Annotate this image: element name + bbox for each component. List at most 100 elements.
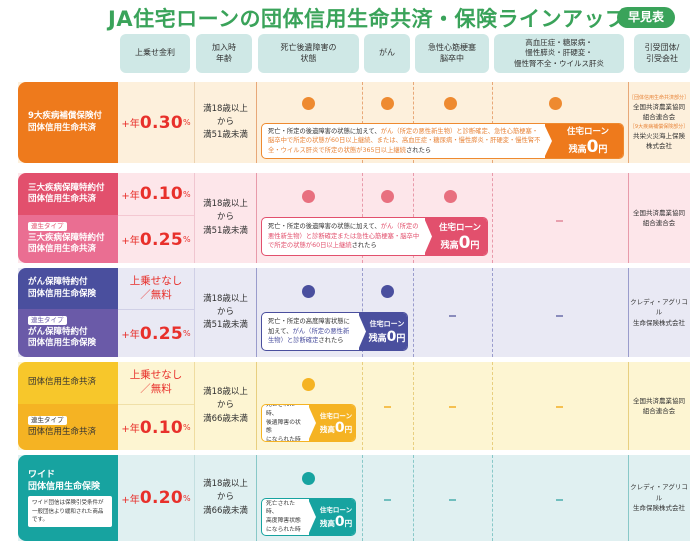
zero-label-yen: 円 (344, 425, 353, 434)
coverage-dot-chronic (549, 97, 562, 110)
product-name: ワイド 団体信用生命保険 (28, 469, 101, 493)
rate-unit: % (182, 329, 191, 338)
product-label-joint[interactable]: 連生タイプ がん保障特約付 団体信用生命保険 (18, 309, 118, 357)
not-covered-dash (556, 406, 563, 408)
company-name: 全国共済農業協同 組合連合会 (633, 208, 685, 227)
rate-prefix: +年 (121, 236, 140, 247)
condition-text: 死亡された時、 後遺障害の状態 になられた時 (266, 404, 301, 442)
zero-label-loan: 住宅ローン (566, 127, 610, 137)
condition-text: 死亡された時、 高度障害状態 になられた時 (266, 500, 301, 533)
condition-box: 死亡された時、 後遺障害の状態 になられた時 住宅ローン 残高0円 (261, 404, 356, 442)
product-label[interactable]: がん保障特約付 団体信用生命保険 (18, 268, 118, 309)
zero-label-yen: 円 (470, 240, 480, 251)
product-note: ワイド団信は保険引受条件が 一般団信より緩和された商品です。 (28, 496, 112, 528)
condition-plain: 死亡・所定の後遺障害の状態に加えて、 (268, 223, 381, 231)
age-range: 満18歳以上 から 満66歳未満 (194, 362, 256, 450)
company-name: クレディ・アグリコル 生命保険株式会社 (630, 297, 688, 327)
zero-balance-label: 住宅ローン 残高0円 (425, 218, 487, 255)
rate: +年 0.10% (118, 173, 194, 215)
joint-type-tag: 連生タイプ (28, 222, 67, 231)
rate: +年 0.10% (118, 404, 194, 450)
header-chronic: 高血圧症・糖尿病・ 慢性膵炎・肝硬変・ 慢性腎不全・ウイルス肝炎 (494, 34, 624, 73)
condition-plain: 死亡・所定の高度障害状態に加えて、 (268, 318, 350, 335)
product-name: 団体信用生命共済 (28, 426, 97, 437)
divider (362, 82, 363, 163)
company: ［団体信用生命共済部分］ 全国共済農業協同 組合連合会 ［9大疾病補償保険部分］… (628, 82, 690, 163)
divider (492, 268, 493, 357)
divider (256, 173, 257, 263)
divider (256, 82, 257, 163)
rate-prefix: +年 (121, 494, 140, 506)
rate-unit: % (182, 235, 191, 244)
not-covered-dash (384, 406, 391, 408)
rate: +年 0.25% (118, 215, 194, 263)
divider (256, 455, 257, 541)
not-covered-dash (384, 499, 391, 501)
not-covered-dash (556, 499, 563, 501)
divider (413, 455, 414, 541)
zero-label-prefix: 残高 (319, 425, 335, 434)
zero-label-zero: 0 (334, 514, 345, 530)
quick-reference-badge: 早見表 (617, 7, 675, 28)
company-tag: ［団体信用生命共済部分］ (628, 94, 689, 101)
zero-balance-label: 住宅ローン 残高0円 (309, 405, 355, 441)
rate: +年 0.30% (118, 82, 194, 163)
zero-label-zero: 0 (586, 137, 599, 157)
not-covered-dash (449, 499, 456, 501)
zero-label-zero: 0 (334, 420, 345, 436)
zero-label-loan: 住宅ローン (319, 506, 353, 514)
divider (492, 173, 493, 263)
not-covered-dash (449, 315, 456, 317)
divider (628, 455, 629, 541)
zero-label-prefix: 残高 (568, 145, 587, 155)
rate-value: 0.25 (139, 323, 183, 344)
product-label-joint[interactable]: 連生タイプ 三大疾病保障特約付 団体信用生命共済 (18, 215, 118, 263)
product-label-joint[interactable]: 連生タイプ 団体信用生命共済 (18, 404, 118, 450)
coverage-dot-heart (444, 97, 457, 110)
product-label[interactable]: 三大疾病保障特約付 団体信用生命共済 (18, 173, 118, 215)
condition-highlight: がん（所定の悪性新生物）と診断確定 (268, 327, 350, 345)
coverage-dot-cancer (381, 97, 394, 110)
divider (628, 82, 629, 163)
zero-label-yen: 円 (396, 333, 406, 344)
condition-text: 死亡・所定の後遺障害の状態に加えて、がん（所定の悪性新生物）と診断確定または急性… (262, 218, 425, 255)
coverage-dot-death (302, 378, 315, 391)
rate: +年 0.25% (118, 309, 194, 357)
product-label[interactable]: ワイド 団体信用生命保険 ワイド団信は保険引受条件が 一般団信より緩和された商品… (18, 455, 118, 541)
age-range: 満18歳以上 から 満51歳未満 (194, 268, 256, 357)
age-range: 満18歳以上 から 満66歳未満 (194, 455, 256, 541)
rate-unit: % (182, 118, 191, 127)
zero-label-yen: 円 (344, 519, 353, 528)
age-range: 満18歳以上 から 満51歳未満 (194, 173, 256, 263)
company-name: クレディ・アグリコル 生命保険株式会社 (630, 483, 688, 513)
not-covered-dash (556, 315, 563, 317)
product-name: がん保障特約付 団体信用生命保険 (28, 326, 97, 349)
company-name: 全国共済農業協同 組合連合会 (633, 102, 685, 122)
condition-box: 死亡・所定の後遺障害の状態に加えて、がん（所定の悪性新生物）と診断確定、急性心筋… (261, 123, 624, 159)
rate-value: 0.10 (139, 184, 183, 204)
joint-type-tag: 連生タイプ (28, 316, 67, 325)
product-row-wide: ワイド 団体信用生命保険 ワイド団信は保険引受条件が 一般団信より緩和された商品… (18, 455, 690, 541)
condition-box: 死亡・所定の高度障害状態に加えて、がん（所定の悪性新生物）と診断確定されたら 住… (261, 312, 408, 351)
product-name: 三大疾病保障特約付 団体信用生命共済 (28, 232, 105, 255)
zero-label-zero: 0 (458, 232, 471, 253)
header-company: 引受団体/ 引受会社 (634, 34, 690, 73)
product-row-9-diseases: 9大疾病補償保険付 団体信用生命共済 +年 0.30% 満18歳以上 から 満51… (18, 82, 690, 163)
divider (628, 362, 629, 450)
coverage-dot-cancer (381, 285, 394, 298)
product-label[interactable]: 団体信用生命共済 (18, 362, 118, 404)
zero-label-prefix: 残高 (319, 519, 335, 528)
rate-free: 上乗せなし ／無料 (129, 274, 183, 301)
product-label[interactable]: 9大疾病補償保険付 団体信用生命共済 (18, 82, 118, 163)
rate-value: 0.25 (139, 229, 183, 250)
condition-plain: されたら (351, 242, 377, 250)
company-name: 共栄火災海上保険 株式会社 (633, 131, 685, 150)
condition-box: 死亡された時、 高度障害状態 になられた時 住宅ローン 残高0円 (261, 498, 356, 536)
header-rate: 上乗せ金利 (120, 34, 190, 73)
rate-unit: % (182, 189, 191, 199)
zero-balance-label: 住宅ローン 残高0円 (545, 124, 623, 158)
condition-plain: 死亡・所定の後遺障害の状態に加えて、 (268, 127, 381, 135)
coverage-dot-death (302, 190, 315, 203)
divider (413, 362, 414, 450)
condition-plain: されたら (318, 337, 344, 345)
